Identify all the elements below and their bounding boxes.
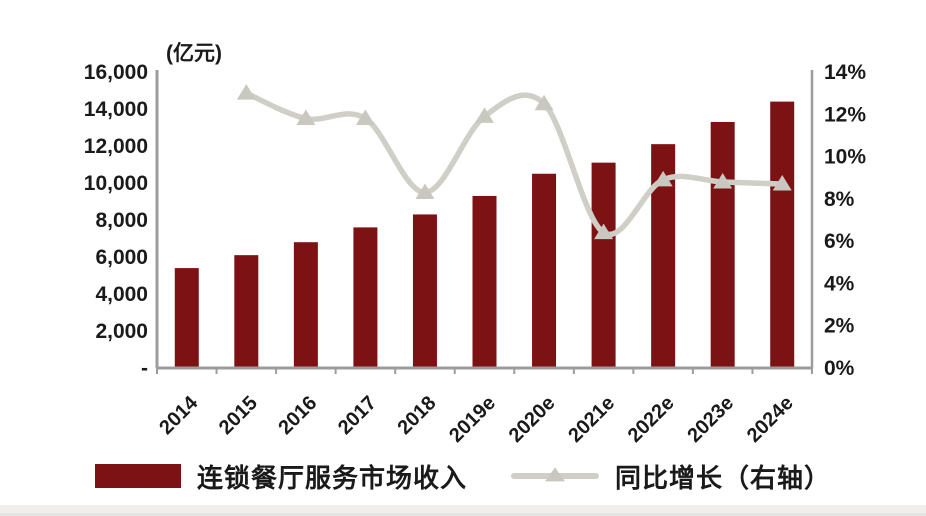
bar-2016 — [293, 242, 318, 368]
growth-marker-2018 — [415, 183, 435, 200]
unit-label: (亿元) — [166, 41, 222, 65]
x-axis-label-2019e: 2019e — [445, 392, 500, 447]
left-axis-label-8: 16,000 — [84, 61, 148, 84]
growth-marker-2017 — [355, 109, 375, 126]
bar-2014 — [174, 268, 199, 368]
x-axis-label-2020e: 2020e — [505, 392, 560, 447]
growth-marker-2016 — [296, 109, 316, 126]
right-axis-label-6: 12% — [824, 103, 866, 126]
left-axis-label-5: 10,000 — [84, 172, 148, 195]
x-axis-label-2023e: 2023e — [683, 392, 738, 447]
x-axis-label-2015: 2015 — [215, 392, 262, 439]
line-series-swatch — [511, 466, 599, 486]
right-axis-label-0: 0% — [824, 357, 855, 380]
line-series-label: 同比增长（右轴） — [615, 462, 832, 493]
chart-legend: 连锁餐厅服务市场收入 同比增长（右轴） — [0, 456, 926, 496]
right-axis-label-5: 10% — [824, 146, 866, 169]
left-axis-label-1: 2,000 — [95, 320, 148, 343]
growth-line — [243, 90, 785, 238]
growth-marker-2020e — [534, 94, 554, 111]
left-axis-label-6: 12,000 — [84, 135, 148, 158]
bar-2015 — [234, 255, 259, 368]
x-axis-label-2021e: 2021e — [564, 392, 619, 447]
right-axis-label-2: 4% — [824, 272, 855, 295]
growth-marker-2022e — [653, 170, 673, 187]
right-axis-label-7: 14% — [824, 61, 866, 84]
bar-2019e — [472, 195, 497, 368]
right-axis-label-4: 8% — [824, 188, 855, 211]
growth-marker-2015 — [236, 84, 256, 100]
legend-item-growth: 同比增长（右轴） — [511, 458, 831, 495]
right-axis-label-1: 2% — [824, 315, 855, 338]
legend-item-revenue: 连锁餐厅服务市场收入 — [94, 458, 467, 495]
left-axis-label-0: - — [141, 357, 148, 380]
revenue-growth-chart: (亿元) - 2,000 4,000 6,000 8,000 10,000 12,000 14,… — [84, 41, 867, 447]
x-axis-label-2017: 2017 — [334, 392, 381, 439]
x-axis-label-2022e: 2022e — [624, 392, 679, 447]
x-axis-label-2014: 2014 — [155, 391, 203, 439]
growth-marker-2019e — [475, 107, 494, 123]
right-axis-label-3: 6% — [824, 230, 855, 253]
x-axis-label-2024e: 2024e — [743, 392, 798, 447]
triangle-marker-icon — [545, 467, 565, 482]
left-axis-label-2: 4,000 — [95, 283, 148, 306]
bar-series-label: 连锁餐厅服务市场收入 — [196, 462, 467, 493]
left-axis-label-7: 14,000 — [84, 98, 148, 121]
bar-2021e — [591, 162, 616, 368]
x-axis-label-2016: 2016 — [274, 392, 321, 439]
bar-2017 — [353, 227, 378, 368]
bar-2018 — [412, 214, 437, 368]
bar-series-swatch — [94, 464, 181, 488]
window-bottom-strip — [0, 505, 926, 516]
bar-2020e — [532, 173, 557, 368]
left-axis-label-4: 8,000 — [95, 209, 148, 232]
bar-2024e — [770, 101, 795, 368]
bar-2023e — [710, 121, 735, 368]
growth-marker-2023e — [713, 172, 733, 189]
left-axis-label-3: 6,000 — [95, 246, 148, 269]
growth-marker-2021e — [594, 223, 614, 240]
growth-marker-2024e — [772, 175, 792, 191]
x-axis-label-2018: 2018 — [393, 392, 440, 439]
